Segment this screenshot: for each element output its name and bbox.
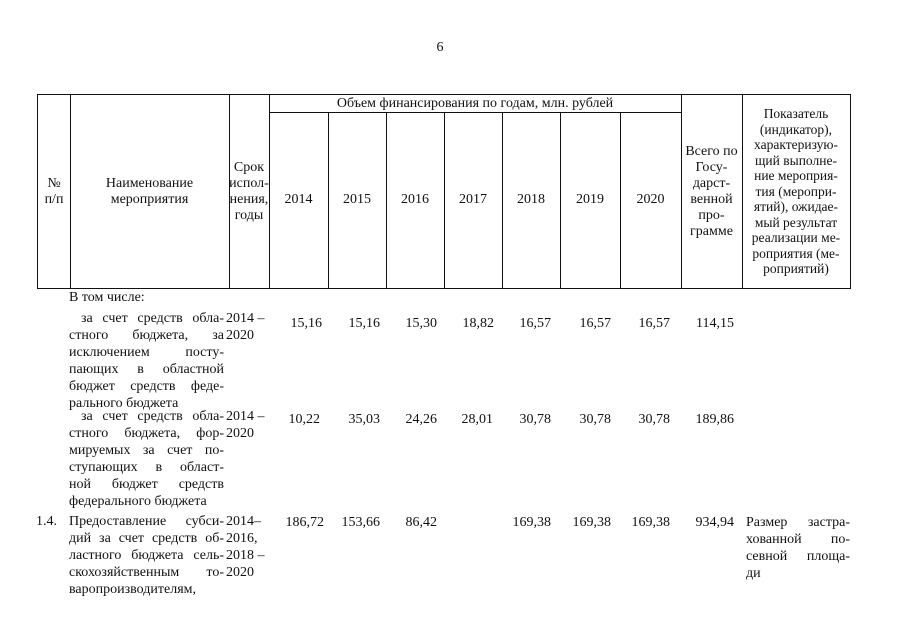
row2-value-2015: 35,03: [348, 412, 381, 427]
row1-value-2019: 16,57: [579, 316, 612, 331]
row3-value-2020: 169,38: [631, 515, 671, 530]
col-total-header: Всего по Госу- дарст- венной про- грамме: [685, 143, 738, 239]
row3-num: 1.4.: [36, 514, 57, 529]
row3-value-2018: 169,38: [512, 515, 552, 530]
row1-value-2014: 15,16: [290, 316, 323, 331]
row1-total: 114,15: [696, 316, 734, 331]
year-header: 2014: [284, 192, 313, 207]
row2-name: за счет средств обла- стного бюджета, фо…: [69, 409, 224, 509]
row2-value-2018: 30,78: [519, 412, 552, 427]
year-header: 2018: [517, 192, 545, 207]
page-number: 6: [436, 40, 444, 55]
col-num-header: № п/п: [44, 175, 64, 207]
row2-value-2014: 10,22: [288, 412, 321, 427]
in-total-label: В том числе:: [69, 290, 145, 305]
row3-value-2014: 186,72: [285, 515, 325, 530]
row1-value-2020: 16,57: [638, 316, 671, 331]
year-header: 2019: [576, 192, 604, 207]
row3-total: 934,94: [695, 515, 735, 530]
row2-value-2017: 28,01: [461, 412, 494, 427]
row2-value-2016: 24,26: [405, 412, 438, 427]
col-name-header: Наименование мероприятия: [105, 175, 194, 207]
row2-total: 189,86: [695, 412, 735, 427]
row2-value-2020: 30,78: [638, 412, 671, 427]
funding-header: Объем финансирования по годам, млн. рубл…: [336, 95, 614, 111]
row1-name: за счет средств обла- стного бюджета, за…: [69, 311, 224, 411]
col-term-header: Срок испол- нения, годы: [229, 159, 269, 223]
row1-value-2016: 15,30: [405, 316, 438, 331]
row3-term: 2014– 2016, 2018 – 2020: [226, 514, 265, 580]
row3-value-2015: 153,66: [341, 515, 381, 530]
row3-name: Предоставление субси- дий за счет средст…: [69, 514, 224, 597]
year-header: 2017: [459, 192, 487, 207]
row3-value-2016: 86,42: [405, 515, 438, 530]
table-header: № п/п Наименование мероприятия Срок испо…: [37, 94, 851, 289]
col-indicator-header: Показатель (индикатор), характеризую- щи…: [751, 106, 841, 277]
row1-term: 2014 – 2020: [226, 311, 265, 343]
row3-value-2019: 169,38: [572, 515, 612, 530]
year-header: 2015: [343, 192, 371, 207]
year-header: 2020: [636, 192, 665, 207]
row2-term: 2014 – 2020: [226, 409, 265, 441]
year-header: 2016: [401, 192, 429, 207]
row3-indicator: Размер застра- хованной по- севной площа…: [746, 515, 850, 581]
row2-value-2019: 30,78: [579, 412, 612, 427]
row1-value-2017: 18,82: [462, 316, 495, 331]
row1-value-2018: 16,57: [519, 316, 552, 331]
row1-value-2015: 15,16: [348, 316, 381, 331]
